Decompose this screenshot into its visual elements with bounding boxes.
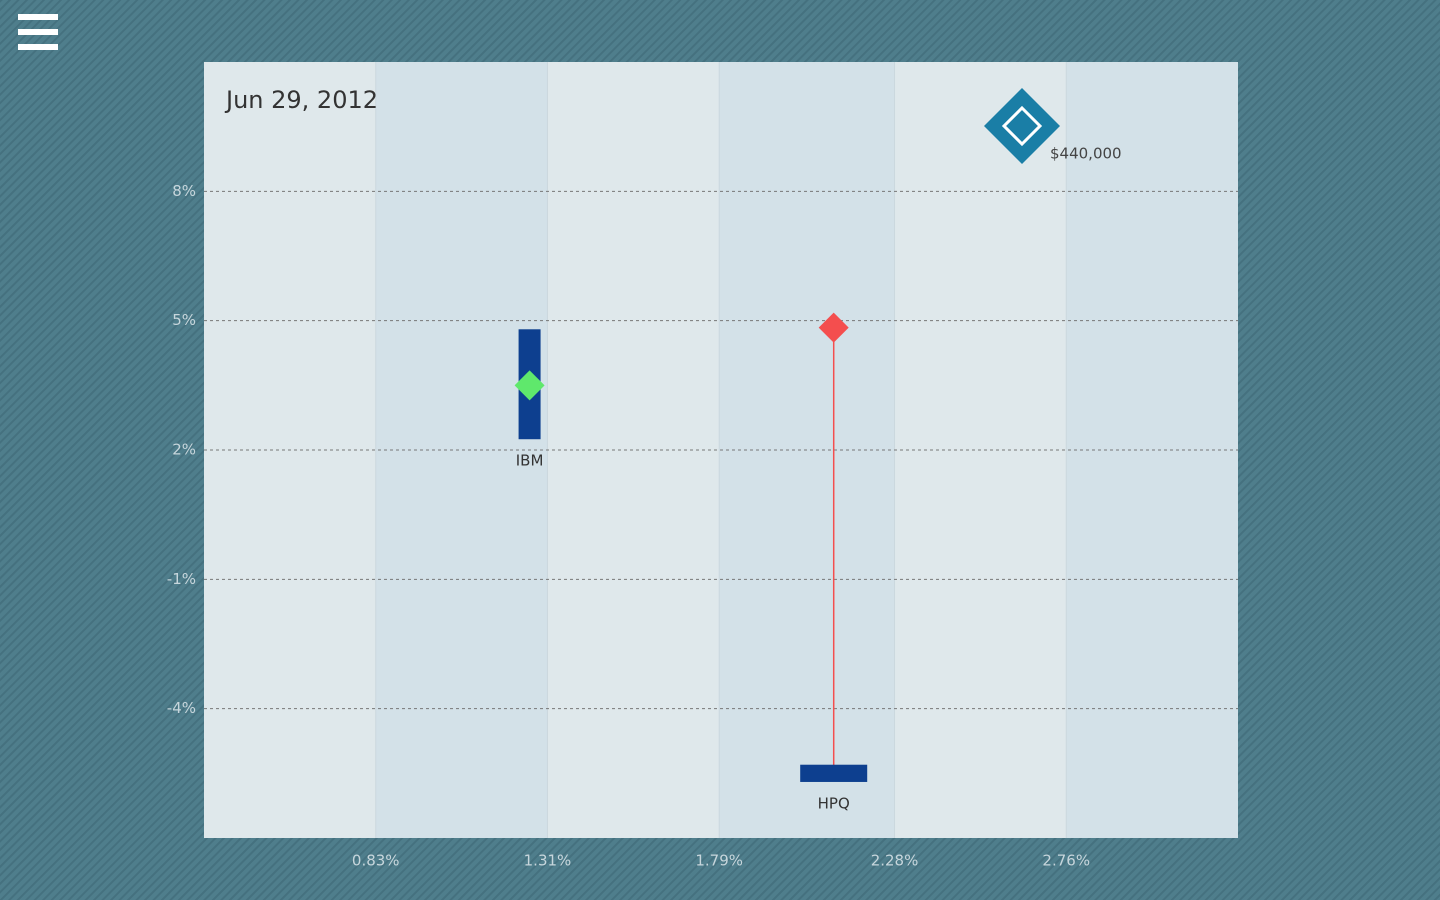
x-tick-label: 1.79% — [695, 852, 743, 870]
range-bar — [800, 764, 868, 782]
size-legend: $440,000 — [984, 88, 1122, 164]
x-tick-label: 2.28% — [871, 852, 919, 870]
legend-diamond-inner — [1001, 105, 1043, 147]
column-band — [375, 62, 548, 838]
chart-title: Jun 29, 2012 — [224, 86, 378, 114]
legend-label: $440,000 — [1050, 145, 1122, 163]
legend-diamond — [984, 88, 1060, 164]
y-tick-label: -1% — [167, 570, 196, 588]
y-tick-label: 5% — [172, 311, 196, 329]
x-tick-label: 1.31% — [524, 852, 572, 870]
menu-bar — [18, 14, 58, 20]
point — [514, 370, 545, 401]
x-tick-label: 0.83% — [352, 852, 400, 870]
x-tick-label: 2.76% — [1042, 852, 1090, 870]
series-label: IBM — [516, 452, 544, 470]
y-tick-label: 2% — [172, 441, 196, 459]
point — [818, 312, 849, 343]
menu-bar — [18, 29, 58, 35]
menu-bar — [18, 44, 58, 50]
series-label: HPQ — [818, 794, 850, 812]
y-tick-label: -4% — [167, 699, 196, 717]
y-tick-label: 8% — [172, 182, 196, 200]
menu-button[interactable] — [18, 14, 58, 50]
